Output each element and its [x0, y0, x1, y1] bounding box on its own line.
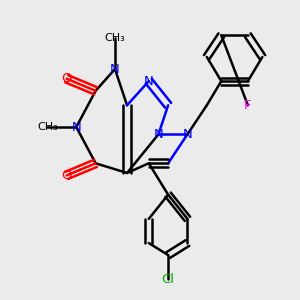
Text: Cl: Cl: [162, 273, 175, 286]
Text: CH₃: CH₃: [37, 122, 58, 132]
Text: CH₃: CH₃: [105, 33, 125, 43]
Text: N: N: [154, 128, 163, 141]
Text: N: N: [144, 75, 154, 88]
Text: N: N: [110, 62, 120, 76]
Text: N: N: [183, 128, 192, 141]
Text: O: O: [61, 169, 72, 182]
Text: F: F: [244, 99, 252, 112]
Text: N: N: [71, 121, 81, 134]
Text: O: O: [61, 72, 72, 85]
